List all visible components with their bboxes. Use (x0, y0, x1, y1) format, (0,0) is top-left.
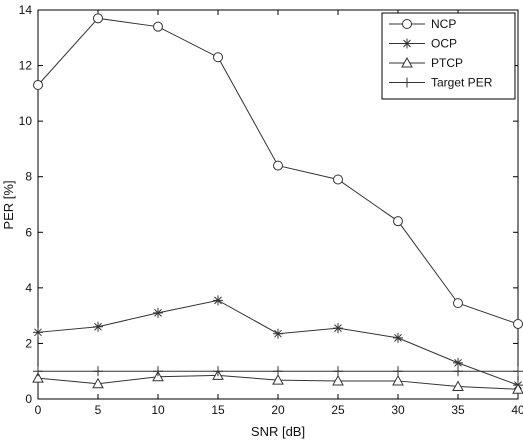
data-point-ncp (453, 298, 463, 309)
series-ncp (33, 13, 523, 329)
y-tick-label: 6 (25, 225, 32, 239)
y-tick-label: 10 (19, 114, 33, 128)
data-point-target-per (213, 366, 223, 377)
data-point-target-per (153, 366, 163, 377)
data-point-ocp (93, 321, 103, 332)
x-tick-label: 30 (391, 403, 405, 417)
data-point-target-per (93, 366, 103, 377)
axis-ticks: 0 5 10 15 20 25 30 35 40 0 2 4 6 8 10 12 14 (19, 3, 523, 417)
series-layer (32, 13, 523, 394)
data-point-ncp (393, 216, 403, 227)
legend-marker-ocp (402, 38, 412, 49)
x-tick-label: 15 (211, 403, 225, 417)
data-point-ocp (453, 357, 463, 368)
data-point-ncp (213, 52, 223, 63)
data-point-ptcp (92, 377, 104, 389)
data-point-ptcp (452, 380, 464, 391)
legend-box (381, 12, 516, 100)
legend-label-ocp: OCP (431, 37, 457, 51)
legend-marker-ncp (402, 19, 412, 29)
x-tick-label: 5 (95, 403, 102, 417)
x-tick-label: 25 (331, 403, 345, 417)
legend-label-ncp: NCP (431, 17, 456, 31)
y-axis-label: PER [%] (1, 180, 16, 229)
series-ptcp (32, 369, 523, 394)
legend: NCP OCP PTCP Target PER (381, 12, 516, 100)
series-target-per (33, 366, 523, 377)
data-point-ptcp (152, 370, 164, 382)
x-tick-label: 20 (271, 403, 285, 417)
x-tick-label: 0 (35, 403, 42, 417)
data-point-target-per (33, 366, 43, 377)
data-point-target-per (273, 366, 283, 377)
data-point-ncp (153, 21, 163, 32)
data-point-ptcp (392, 374, 404, 386)
legend-marker-ptcp (401, 56, 413, 68)
data-point-ncp (33, 80, 43, 91)
y-tick-label: 0 (25, 392, 32, 406)
data-point-target-per (453, 366, 463, 377)
x-axis-label: SNR [dB] (251, 424, 305, 439)
data-point-ocp (153, 307, 163, 318)
series-ocp (33, 295, 523, 391)
x-tick-label: 40 (511, 403, 523, 417)
data-point-ptcp (512, 383, 523, 394)
y-tick-label: 8 (25, 170, 32, 184)
data-point-ptcp (332, 374, 344, 386)
data-point-ncp (273, 160, 283, 171)
data-point-target-per (393, 366, 403, 377)
x-tick-label: 35 (451, 403, 465, 417)
data-point-ncp (93, 13, 103, 24)
y-tick-label: 12 (19, 59, 33, 73)
data-point-ocp (333, 323, 343, 334)
data-point-target-per (333, 366, 343, 377)
data-point-ocp (273, 328, 283, 339)
data-point-ocp (393, 332, 403, 343)
legend-label-ptcp: PTCP (431, 56, 463, 70)
data-point-ncp (333, 174, 343, 185)
data-point-ocp (33, 327, 43, 338)
data-point-ptcp (272, 374, 284, 385)
y-tick-label: 4 (25, 281, 32, 295)
data-point-ocp (213, 295, 223, 306)
legend-marker-target-per (402, 77, 412, 88)
y-tick-label: 2 (25, 336, 32, 350)
legend-label-target-per: Target PER (431, 76, 493, 90)
data-point-ncp (513, 318, 523, 329)
data-point-ptcp (32, 372, 44, 383)
y-tick-label: 14 (19, 3, 33, 17)
x-tick-label: 10 (151, 403, 165, 417)
data-point-target-per (513, 366, 523, 377)
